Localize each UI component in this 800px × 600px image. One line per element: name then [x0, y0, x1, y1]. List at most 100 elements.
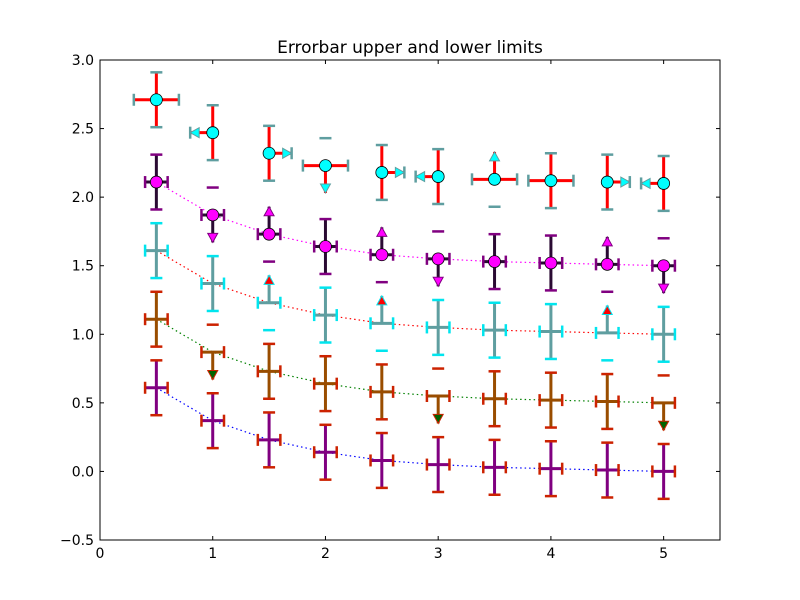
errorbar-point [188, 104, 220, 162]
errorbar-point [425, 298, 451, 357]
data-marker [262, 227, 276, 241]
limit-arrow [375, 226, 388, 237]
limit-arrow [206, 370, 219, 381]
plot-frame [99, 59, 721, 541]
errorbar-point [143, 290, 169, 348]
errorbar-point [470, 150, 519, 208]
errorbar-point [594, 235, 620, 294]
limit-arrow [206, 232, 219, 244]
data-marker [375, 248, 389, 262]
limit-arrow [263, 205, 275, 217]
errorbar-point [594, 441, 620, 499]
plot-area [100, 60, 720, 540]
limit-arrow [263, 274, 275, 285]
errorbar-point [312, 217, 338, 276]
errorbar-point [651, 374, 677, 432]
errorbar-point [651, 237, 677, 295]
errorbar-point [312, 354, 338, 413]
errorbar-point [527, 152, 575, 210]
limit-arrow [394, 166, 406, 179]
limit-arrow [640, 177, 651, 190]
errorbar-point [312, 423, 338, 481]
errorbar-point [482, 370, 508, 428]
ticks-layer: 0 1 2 3 4 5 −0.5 0.0 0.5 1.0 1.5 2.0 2.5 3.0 [60, 53, 720, 562]
errorbar-point [256, 274, 282, 332]
errorbar-point [369, 431, 395, 490]
errorbar-point [369, 363, 395, 421]
y-tick-label: 2.5 [72, 122, 94, 138]
errorbar-point [651, 305, 677, 363]
y-tick-label: 2.0 [72, 190, 94, 206]
data-marker [262, 146, 276, 160]
errorbar-point [256, 205, 282, 263]
errorbar-point [143, 153, 169, 211]
limit-arrow [620, 176, 631, 188]
series-line [156, 250, 664, 335]
limit-arrow [189, 126, 200, 139]
series-line [156, 318, 664, 404]
limit-arrow [657, 420, 670, 432]
errorbar-point [143, 359, 169, 417]
y-tick-label: 1.5 [72, 259, 94, 275]
limit-arrow [432, 276, 445, 288]
limit-arrow [488, 150, 501, 162]
limit-arrow [414, 170, 426, 183]
errorbar-point [538, 234, 564, 292]
errorbar-point [482, 438, 508, 496]
series-3 [143, 153, 677, 295]
data-marker [544, 256, 558, 270]
data-marker [149, 93, 163, 107]
limit-arrow [319, 183, 332, 195]
y-tick-label: 0.5 [72, 396, 94, 412]
errorbar-point [538, 302, 564, 361]
chart-title: Errorbar upper and lower limits [277, 38, 543, 58]
errorbar-point [262, 124, 293, 182]
errorbar-point [200, 186, 226, 244]
errorbar-point [369, 294, 395, 352]
errorbar-point [414, 147, 445, 206]
errorbar-point [594, 372, 620, 431]
series-0 [143, 359, 677, 501]
errorbar-point [639, 154, 671, 213]
errorbar-point [425, 435, 451, 494]
data-marker [488, 255, 501, 269]
y-tick-label: 1.0 [72, 327, 94, 343]
limit-arrow [601, 304, 614, 315]
x-tick-label: 4 [546, 546, 555, 562]
data-marker [206, 208, 220, 222]
errorbar-point [600, 153, 632, 211]
y-tick-label: 3.0 [72, 53, 94, 69]
errorbar-point [143, 221, 169, 280]
series-4 [132, 71, 671, 213]
data-marker [319, 240, 332, 253]
data-marker [431, 170, 445, 183]
data-marker [375, 166, 389, 179]
data-marker [206, 126, 220, 140]
data-marker [600, 257, 614, 271]
x-tick-label: 2 [321, 546, 330, 562]
data-marker [488, 172, 501, 186]
limit-arrow [282, 147, 293, 160]
x-tick-label: 1 [208, 546, 217, 562]
x-tick-label: 0 [96, 546, 105, 562]
series-1 [143, 290, 677, 432]
data-marker [319, 159, 332, 173]
limit-arrow [375, 294, 388, 306]
errorbar-point [651, 442, 677, 501]
data-marker [149, 175, 163, 189]
y-tick-label: 0.0 [72, 464, 94, 480]
errorbar-point [482, 301, 508, 359]
errorbar-point [369, 226, 395, 284]
errorbar-point [425, 367, 451, 425]
limit-arrow [432, 413, 445, 425]
data-marker [657, 259, 671, 273]
errorbar-point [132, 71, 181, 129]
y-tick-label: −0.5 [60, 533, 94, 549]
errorbar-point [301, 136, 350, 195]
limit-arrow [657, 283, 670, 295]
data-marker [657, 177, 671, 190]
errorbar-point [256, 342, 282, 400]
errorbar-point [200, 392, 226, 450]
errorbar-point [538, 371, 564, 429]
